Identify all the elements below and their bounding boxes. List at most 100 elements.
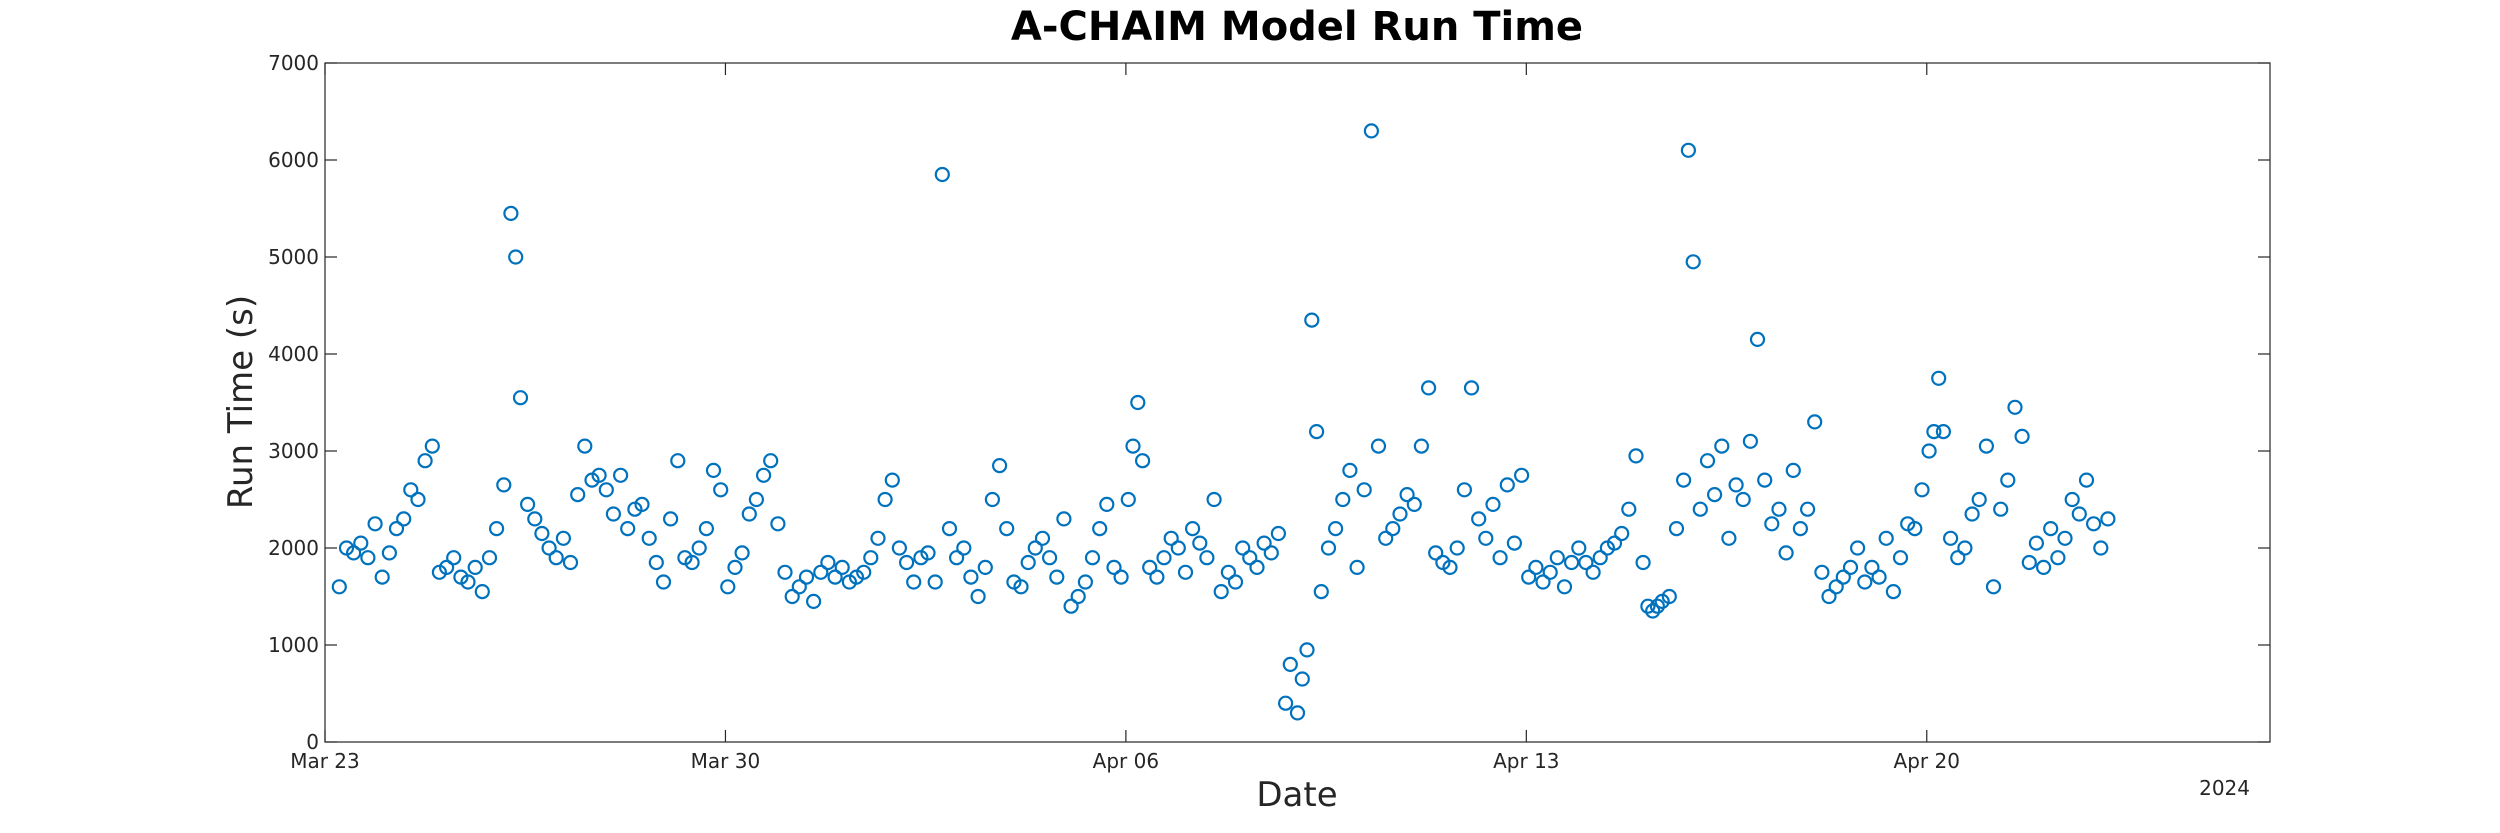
data-point	[1192, 535, 1208, 551]
data-point	[367, 516, 383, 532]
x-axis: Mar 23 Mar 30 Apr 06 Apr 13 Apr 20	[290, 63, 1960, 773]
data-point	[346, 545, 362, 561]
data-point	[1120, 491, 1136, 508]
data-point	[1392, 506, 1408, 522]
data-point	[1294, 671, 1310, 687]
data-point	[1349, 559, 1365, 576]
data-point	[460, 574, 476, 590]
data-point	[1807, 414, 1823, 430]
data-point	[1125, 438, 1141, 454]
data-point	[474, 583, 490, 600]
data-point	[927, 574, 943, 590]
data-point	[1184, 520, 1201, 537]
data-point	[1356, 482, 1372, 498]
data-point	[870, 530, 886, 546]
data-point	[1235, 540, 1251, 556]
data-point	[1942, 530, 1959, 546]
data-point	[741, 506, 757, 522]
data-point	[1308, 424, 1325, 440]
data-point	[1099, 496, 1115, 512]
data-point	[1142, 559, 1158, 576]
data-point	[1506, 535, 1523, 551]
data-point	[1785, 462, 1801, 478]
data-point	[2050, 550, 2066, 566]
data-point	[620, 520, 636, 537]
data-point	[684, 554, 700, 571]
data-point	[963, 569, 979, 585]
data-point	[1113, 569, 1129, 585]
data-point	[1635, 554, 1651, 571]
data-point	[1056, 511, 1072, 527]
data-point	[1299, 642, 1315, 658]
data-point	[1680, 142, 1697, 158]
data-point	[1471, 511, 1487, 527]
data-point	[1549, 550, 1565, 566]
data-point	[763, 453, 779, 469]
data-point	[1993, 501, 2009, 517]
data-point	[1149, 569, 1165, 585]
data-point	[2000, 472, 2016, 488]
data-point	[1842, 559, 1859, 576]
data-point	[884, 472, 900, 488]
data-series	[331, 123, 2116, 721]
data-point	[489, 520, 505, 537]
plot-area-frame	[324, 62, 2271, 743]
data-point	[1907, 520, 1923, 537]
data-point	[1449, 540, 1465, 556]
data-point	[562, 554, 579, 571]
data-point	[353, 535, 369, 551]
data-point	[1592, 550, 1608, 566]
data-point	[1370, 438, 1387, 454]
data-point	[374, 569, 390, 585]
data-point	[424, 438, 440, 454]
data-point	[2078, 472, 2095, 488]
data-point	[403, 482, 419, 498]
data-point	[2028, 535, 2045, 551]
data-point	[591, 467, 607, 483]
data-point	[1892, 550, 1909, 566]
data-point	[1771, 501, 1787, 517]
data-point	[755, 467, 772, 483]
x-axis-label: Date	[1256, 775, 1337, 815]
data-point	[1935, 424, 1952, 440]
data-point	[727, 559, 743, 576]
data-point	[999, 520, 1015, 537]
data-point	[1706, 487, 1723, 503]
data-point	[1675, 472, 1692, 488]
data-point	[1456, 482, 1473, 498]
data-point	[1871, 569, 1887, 585]
data-point	[1084, 550, 1101, 566]
data-point	[1878, 530, 1894, 546]
data-point	[481, 550, 498, 566]
data-point	[863, 550, 879, 566]
data-point	[2064, 491, 2080, 508]
data-point	[1406, 496, 1422, 512]
data-point	[1931, 370, 1947, 386]
data-point	[496, 477, 512, 493]
data-point	[1985, 579, 2002, 595]
y-tick-label: 7000	[268, 51, 319, 75]
y-tick-label: 5000	[268, 245, 319, 269]
data-point	[1757, 472, 1773, 488]
data-point	[396, 511, 412, 527]
x-tick-label: Apr 13	[1493, 749, 1559, 773]
data-point	[813, 564, 829, 580]
data-point	[1034, 530, 1051, 546]
data-point	[1463, 380, 1480, 396]
y-axis-label: Run Time (s)	[221, 295, 261, 509]
data-point	[1177, 564, 1194, 580]
data-point	[1342, 462, 1358, 478]
data-point	[1728, 477, 1744, 493]
data-point	[1270, 525, 1287, 542]
data-point	[920, 545, 936, 561]
data-point	[1077, 574, 1094, 590]
data-point	[648, 554, 664, 571]
y-tick-label: 1000	[268, 633, 319, 657]
data-point	[834, 559, 850, 576]
data-point	[1327, 520, 1344, 537]
data-point	[798, 569, 815, 585]
y-tick-label: 0	[306, 730, 319, 754]
data-point	[1835, 569, 1851, 585]
data-point	[1640, 598, 1656, 614]
data-point	[1282, 656, 1298, 673]
